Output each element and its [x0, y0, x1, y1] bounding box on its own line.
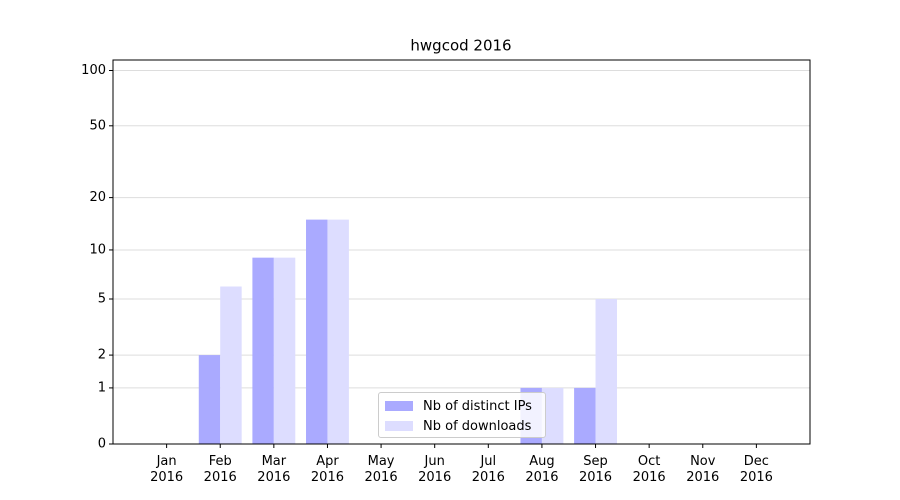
y-tick-label: 5 [98, 291, 106, 306]
bar [252, 257, 274, 444]
bar [220, 286, 242, 444]
x-tick-label: Oct 2016 [632, 454, 666, 485]
bar [541, 387, 564, 444]
bar [198, 355, 221, 444]
y-tick-label: 50 [89, 118, 106, 133]
y-tick-label: 10 [89, 242, 106, 257]
legend-label: Nb of distinct IPs [423, 398, 532, 414]
legend-swatch [385, 421, 413, 431]
bar [574, 387, 596, 444]
bar [595, 298, 617, 444]
x-tick-label: Nov 2016 [686, 454, 720, 485]
legend-item: Nb of downloads [385, 416, 531, 436]
y-tick-label: 20 [89, 190, 106, 205]
y-tick-label: 100 [81, 63, 106, 78]
x-tick-label: Apr 2016 [310, 454, 344, 485]
y-tick-label: 0 [98, 437, 106, 452]
x-tick-label: Jun 2016 [418, 454, 452, 485]
plot-frame [112, 59, 811, 445]
x-tick-label: Aug 2016 [525, 454, 559, 485]
x-tick-label: May 2016 [364, 454, 398, 485]
bar [327, 219, 349, 444]
x-tick-label: Mar 2016 [257, 454, 291, 485]
x-tick-label: Jul 2016 [471, 454, 505, 485]
legend-label: Nb of downloads [423, 418, 532, 434]
legend: Nb of distinct IPs Nb of downloads [378, 392, 546, 438]
chart-title: hwgcod 2016 [410, 37, 511, 55]
legend-item: Nb of distinct IPs [385, 396, 532, 416]
x-tick-label: Sep 2016 [578, 454, 613, 485]
bar [273, 257, 296, 444]
x-tick-label: Dec 2016 [739, 454, 773, 485]
legend-swatch [385, 401, 413, 411]
y-tick-label: 2 [98, 348, 106, 363]
bar [306, 219, 328, 444]
y-tick-label: 1 [98, 380, 106, 395]
x-tick-label: Jan 2016 [150, 454, 184, 485]
x-tick-label: Feb 2016 [203, 454, 237, 485]
